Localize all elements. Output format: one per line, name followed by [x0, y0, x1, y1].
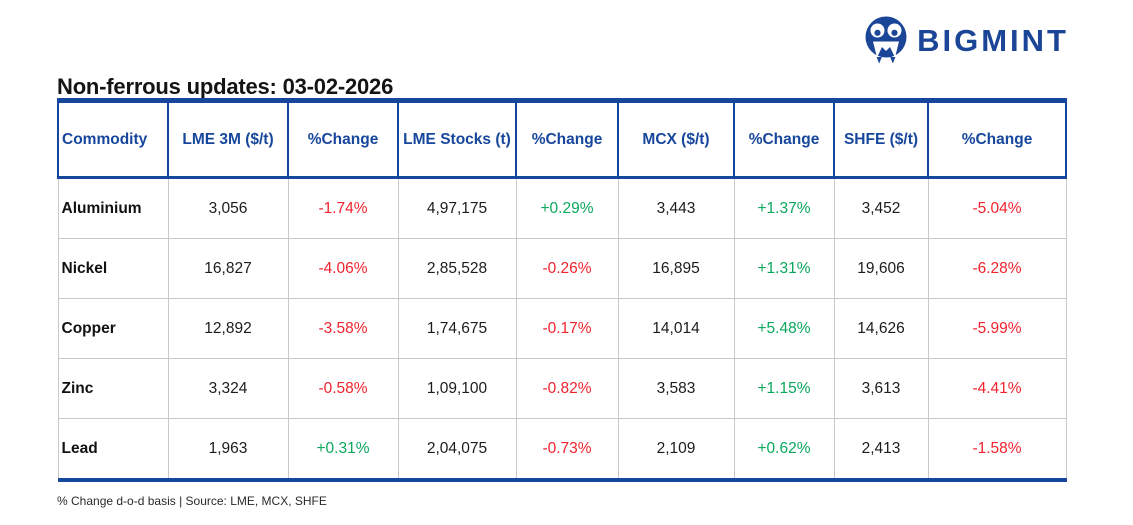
- cell-lme-3m-change: -0.58%: [287, 358, 399, 419]
- cell-shfe-change: -1.58%: [927, 418, 1067, 480]
- cell-shfe: 14,626: [833, 298, 929, 359]
- non-ferrous-prices-table: Commodity LME 3M ($/t) %Change LME Stock…: [57, 98, 1067, 482]
- cell-lme-stocks-change: -0.26%: [515, 238, 619, 299]
- cell-shfe: 2,413: [833, 418, 929, 480]
- header-lme-3m: LME 3M ($/t): [167, 100, 289, 179]
- footnote: % Change d-o-d basis | Source: LME, MCX,…: [57, 494, 327, 508]
- cell-lme-stocks-change: -0.73%: [515, 418, 619, 480]
- cell-shfe: 3,452: [833, 177, 929, 239]
- cell-mcx: 16,895: [617, 238, 735, 299]
- cell-lme-3m-change: -3.58%: [287, 298, 399, 359]
- cell-shfe-change: -6.28%: [927, 238, 1067, 299]
- header-shfe: SHFE ($/t): [833, 100, 929, 179]
- cell-shfe-change: -5.99%: [927, 298, 1067, 359]
- page-title: Non-ferrous updates: 03-02-2026: [57, 73, 394, 99]
- bigmint-logo-text: BIGMINT: [917, 22, 1069, 58]
- cell-mcx: 3,443: [617, 177, 735, 239]
- cell-mcx: 3,583: [617, 358, 735, 419]
- header-lme-3m-change: %Change: [287, 100, 399, 179]
- cell-commodity: Copper: [57, 298, 169, 359]
- table-header-row: Commodity LME 3M ($/t) %Change LME Stock…: [57, 100, 1067, 179]
- cell-lme-3m: 3,056: [167, 177, 289, 239]
- cell-shfe-change: -4.41%: [927, 358, 1067, 419]
- header-mcx-change: %Change: [733, 100, 835, 179]
- header-mcx: MCX ($/t): [617, 100, 735, 179]
- cell-commodity: Lead: [57, 418, 169, 480]
- cell-shfe: 3,613: [833, 358, 929, 419]
- cell-lme-stocks: 1,09,100: [397, 358, 517, 419]
- cell-lme-3m: 3,324: [167, 358, 289, 419]
- header-lme-stocks: LME Stocks (t): [397, 100, 517, 179]
- cell-lme-stocks: 1,74,675: [397, 298, 517, 359]
- cell-lme-stocks: 4,97,175: [397, 177, 517, 239]
- cell-shfe-change: -5.04%: [927, 177, 1067, 239]
- table-row-nickel: Nickel 16,827 -4.06% 2,85,528 -0.26% 16,…: [57, 238, 1067, 299]
- header-shfe-change: %Change: [927, 100, 1067, 179]
- table-row-aluminium: Aluminium 3,056 -1.74% 4,97,175 +0.29% 3…: [57, 177, 1067, 239]
- cell-lme-3m-change: -1.74%: [287, 177, 399, 239]
- cell-lme-stocks: 2,85,528: [397, 238, 517, 299]
- cell-lme-stocks: 2,04,075: [397, 418, 517, 480]
- cell-mcx: 2,109: [617, 418, 735, 480]
- cell-mcx-change: +1.37%: [733, 177, 835, 239]
- cell-lme-stocks-change: +0.29%: [515, 177, 619, 239]
- cell-lme-stocks-change: -0.82%: [515, 358, 619, 419]
- cell-mcx-change: +0.62%: [733, 418, 835, 480]
- cell-commodity: Aluminium: [57, 177, 169, 239]
- cell-mcx: 14,014: [617, 298, 735, 359]
- cell-lme-3m-change: +0.31%: [287, 418, 399, 480]
- cell-mcx-change: +5.48%: [733, 298, 835, 359]
- cell-lme-3m: 12,892: [167, 298, 289, 359]
- cell-lme-3m-change: -4.06%: [287, 238, 399, 299]
- header-commodity: Commodity: [57, 100, 169, 179]
- table-row-lead: Lead 1,963 +0.31% 2,04,075 -0.73% 2,109 …: [57, 418, 1067, 480]
- table-row-copper: Copper 12,892 -3.58% 1,74,675 -0.17% 14,…: [57, 298, 1067, 359]
- table-row-zinc: Zinc 3,324 -0.58% 1,09,100 -0.82% 3,583 …: [57, 358, 1067, 419]
- cell-commodity: Nickel: [57, 238, 169, 299]
- cell-commodity: Zinc: [57, 358, 169, 419]
- prices-table-container: Commodity LME 3M ($/t) %Change LME Stock…: [57, 98, 1067, 482]
- cell-lme-3m: 16,827: [167, 238, 289, 299]
- bigmint-logo: BIGMINT: [864, 16, 1069, 64]
- cell-mcx-change: +1.31%: [733, 238, 835, 299]
- cell-lme-3m: 1,963: [167, 418, 289, 480]
- header-lme-stocks-change: %Change: [515, 100, 619, 179]
- cell-shfe: 19,606: [833, 238, 929, 299]
- cell-lme-stocks-change: -0.17%: [515, 298, 619, 359]
- bigmint-logo-icon: [865, 16, 907, 64]
- cell-mcx-change: +1.15%: [733, 358, 835, 419]
